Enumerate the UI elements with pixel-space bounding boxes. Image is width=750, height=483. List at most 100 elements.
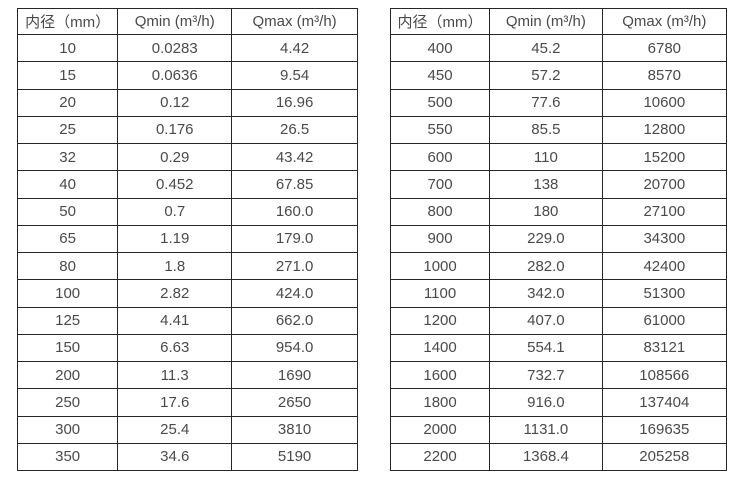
table-cell: 77.6 — [489, 88, 603, 117]
table-cell: 17.6 — [117, 388, 233, 417]
table-cell: 83121 — [601, 333, 728, 363]
flow-spec-table-right: 内径（mm） Qmin (m³/h) Qmax (m³/h) 400 45.2 6780… — [389, 8, 728, 472]
column-header: 内径（mm） — [16, 8, 119, 35]
table-cell: 0.0283 — [117, 33, 233, 63]
table-cell: 342.0 — [489, 279, 603, 308]
table-row: 400 45.2 6780 — [389, 33, 728, 63]
table-cell: 550 — [389, 115, 491, 145]
table-cell: 916.0 — [489, 388, 603, 417]
table-cell: 67.85 — [231, 170, 358, 199]
table-cell: 0.7 — [117, 197, 233, 226]
table-cell: 42400 — [601, 251, 728, 281]
table-cell: 5190 — [231, 442, 358, 472]
table-cell: 205258 — [601, 442, 728, 472]
column-header: Qmin (m³/h) — [117, 8, 233, 35]
table-row: 1200 407.0 61000 — [389, 306, 728, 335]
table-row: 800 180 27100 — [389, 197, 728, 226]
table-cell: 1000 — [389, 251, 491, 281]
table-cell: 65 — [16, 224, 119, 254]
table-cell: 4.41 — [117, 306, 233, 335]
table-row: 2200 1368.4 205258 — [389, 442, 728, 472]
table-row: 10 0.0283 4.42 — [16, 33, 358, 63]
table-cell: 1368.4 — [489, 442, 603, 472]
table-row: 25 0.176 26.5 — [16, 115, 358, 145]
table-cell: 900 — [389, 224, 491, 254]
table-row: 200 11.3 1690 — [16, 360, 358, 390]
table-cell: 137404 — [601, 388, 728, 417]
column-header: Qmax (m³/h) — [601, 8, 728, 35]
table-row: 20 0.12 16.96 — [16, 88, 358, 117]
table-cell: 27100 — [601, 197, 728, 226]
table-cell: 61000 — [601, 306, 728, 335]
table-cell: 51300 — [601, 279, 728, 308]
table-cell: 0.12 — [117, 88, 233, 117]
table-cell: 16.96 — [231, 88, 358, 117]
table-cell: 20 — [16, 88, 119, 117]
table-cell: 108566 — [601, 360, 728, 390]
table-cell: 2650 — [231, 388, 358, 417]
table-row: 32 0.29 43.42 — [16, 142, 358, 172]
table-cell: 500 — [389, 88, 491, 117]
table-row: 40 0.452 67.85 — [16, 170, 358, 199]
table-cell: 0.29 — [117, 142, 233, 172]
table-cell: 9.54 — [231, 61, 358, 90]
table-row: 15 0.0636 9.54 — [16, 61, 358, 90]
table-cell: 554.1 — [489, 333, 603, 363]
table-cell: 6.63 — [117, 333, 233, 363]
table-cell: 43.42 — [231, 142, 358, 172]
table-row: 80 1.8 271.0 — [16, 251, 358, 281]
table-cell: 8570 — [601, 61, 728, 90]
table-cell: 110 — [489, 142, 603, 172]
table-cell: 350 — [16, 442, 119, 472]
table-row: 550 85.5 12800 — [389, 115, 728, 145]
table-cell: 954.0 — [231, 333, 358, 363]
header-row: 内径（mm） Qmin (m³/h) Qmax (m³/h) — [389, 8, 728, 35]
table-cell: 4.42 — [231, 33, 358, 63]
table-row: 300 25.4 3810 — [16, 415, 358, 444]
table-row: 1000 282.0 42400 — [389, 251, 728, 281]
table-cell: 1600 — [389, 360, 491, 390]
table-row: 1800 916.0 137404 — [389, 388, 728, 417]
table-cell: 57.2 — [489, 61, 603, 90]
table-row: 900 229.0 34300 — [389, 224, 728, 254]
table-cell: 200 — [16, 360, 119, 390]
table-cell: 34300 — [601, 224, 728, 254]
table-cell: 282.0 — [489, 251, 603, 281]
header-row: 内径（mm） Qmin (m³/h) Qmax (m³/h) — [16, 8, 358, 35]
table-row: 1600 732.7 108566 — [389, 360, 728, 390]
table-cell: 700 — [389, 170, 491, 199]
table-row: 150 6.63 954.0 — [16, 333, 358, 363]
table-row: 65 1.19 179.0 — [16, 224, 358, 254]
table-cell: 150 — [16, 333, 119, 363]
table-row: 250 17.6 2650 — [16, 388, 358, 417]
table-cell: 424.0 — [231, 279, 358, 308]
table-row: 1400 554.1 83121 — [389, 333, 728, 363]
table-cell: 1100 — [389, 279, 491, 308]
table-cell: 600 — [389, 142, 491, 172]
table-cell: 179.0 — [231, 224, 358, 254]
table-cell: 2000 — [389, 415, 491, 444]
table-cell: 138 — [489, 170, 603, 199]
table-cell: 2.82 — [117, 279, 233, 308]
table-cell: 1690 — [231, 360, 358, 390]
table-cell: 1.19 — [117, 224, 233, 254]
table-cell: 10600 — [601, 88, 728, 117]
table-cell: 0.0636 — [117, 61, 233, 90]
table-cell: 50 — [16, 197, 119, 226]
table-cell: 1131.0 — [489, 415, 603, 444]
table-cell: 180 — [489, 197, 603, 226]
table-row: 350 34.6 5190 — [16, 442, 358, 472]
column-header: Qmin (m³/h) — [489, 8, 603, 35]
table-row: 2000 1131.0 169635 — [389, 415, 728, 444]
table-cell: 100 — [16, 279, 119, 308]
table-cell: 45.2 — [489, 33, 603, 63]
table-cell: 662.0 — [231, 306, 358, 335]
table-cell: 25.4 — [117, 415, 233, 444]
table-cell: 1800 — [389, 388, 491, 417]
column-header: 内径（mm） — [389, 8, 491, 35]
table-cell: 271.0 — [231, 251, 358, 281]
table-cell: 10 — [16, 33, 119, 63]
table-cell: 160.0 — [231, 197, 358, 226]
table-cell: 1200 — [389, 306, 491, 335]
